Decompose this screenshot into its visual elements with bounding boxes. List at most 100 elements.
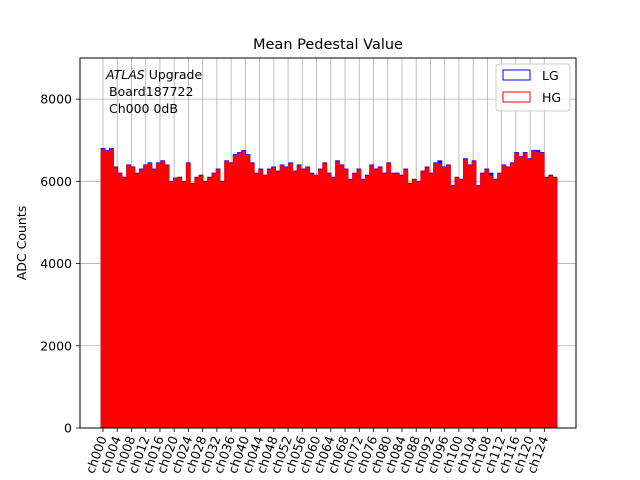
bar-hg: [347, 179, 353, 429]
bar-hg: [450, 185, 456, 429]
bar-hg: [497, 173, 502, 429]
bar-hg: [514, 152, 519, 429]
legend-label-hg: HG: [542, 90, 561, 105]
bar-hg: [386, 163, 392, 429]
bar-hg: [501, 165, 507, 429]
bar-hg: [420, 171, 426, 429]
bar-hg: [411, 179, 417, 429]
bar-hg: [326, 173, 332, 429]
bar-hg: [139, 169, 144, 429]
bar-hg: [185, 163, 191, 429]
bar-hg: [113, 167, 119, 429]
bar-hg: [531, 150, 537, 429]
bar-hg: [283, 167, 289, 429]
bar-hg: [275, 171, 281, 429]
bar-hg: [394, 173, 400, 429]
bar-hg: [296, 165, 302, 429]
bar-hg: [399, 175, 404, 429]
bar-hg: [164, 165, 170, 429]
bar-hg: [360, 179, 366, 429]
bar-hg: [258, 169, 264, 429]
bar-hg: [126, 165, 131, 429]
bar-hg: [552, 177, 558, 429]
annotation-line-3: Ch000 0dB: [109, 101, 178, 116]
bar-hg: [194, 177, 200, 429]
bar-hg: [518, 157, 524, 429]
bar-hg: [220, 181, 225, 429]
bar-hg: [318, 169, 323, 429]
bar-hg: [335, 161, 340, 429]
y-tick-label: 2000: [40, 338, 72, 353]
bar-hg: [245, 154, 251, 429]
legend-label-lg: LG: [542, 68, 559, 83]
bar-hg: [377, 167, 383, 429]
bar-hg: [509, 163, 515, 429]
bar-hg: [224, 161, 230, 429]
y-tick-label: 0: [64, 421, 72, 436]
bar-hg: [407, 183, 413, 429]
bar-hg: [352, 173, 357, 429]
bar-hg: [548, 175, 554, 429]
bar-hg: [373, 169, 379, 429]
bar-hg: [446, 165, 451, 429]
legend-swatch-lg: [502, 69, 531, 81]
bar-hg: [471, 161, 477, 429]
bar-hg: [339, 165, 345, 429]
bar-hg: [173, 178, 178, 429]
bar-hg: [505, 167, 511, 429]
x-axis-ticks: ch000ch004ch008ch012ch016ch020ch024ch028…: [83, 428, 551, 475]
bar-hg: [433, 163, 438, 429]
bar-hg: [202, 181, 208, 429]
plot-frame: [79, 57, 577, 429]
y-tick-label: 6000: [40, 174, 72, 189]
bar-hg: [365, 175, 370, 429]
chart-title: Mean Pedestal Value: [253, 37, 403, 53]
bar-hg: [454, 177, 460, 429]
bar-hg: [160, 161, 166, 429]
bar-hg: [424, 167, 430, 429]
bar-hg: [301, 169, 306, 429]
bar-hg: [211, 173, 217, 429]
bar-hg: [403, 169, 409, 429]
bar-hg: [463, 159, 468, 429]
bar-hg: [330, 177, 336, 429]
bar-hg: [241, 150, 247, 429]
bar-hg: [522, 152, 528, 429]
bar-hg: [416, 181, 421, 429]
hg-series-bars: [100, 148, 558, 429]
bar-hg: [544, 177, 549, 429]
bar-hg: [382, 173, 387, 429]
bar-hg: [190, 183, 195, 429]
annotation-atlas: ATLAS: [105, 67, 145, 82]
legend: LG HG: [495, 63, 571, 112]
bar-hg: [262, 175, 268, 429]
annotation-line-1: ATLAS Upgrade: [105, 67, 202, 82]
bar-hg: [288, 163, 293, 429]
bar-hg: [527, 159, 532, 429]
annotation-line-2: Board187722: [109, 84, 193, 99]
bar-hg: [535, 152, 541, 429]
bar-hg: [437, 163, 443, 429]
bar-hg: [117, 173, 123, 429]
bar-hg: [475, 185, 481, 429]
bar-hg: [249, 163, 255, 429]
bar-hg: [305, 167, 311, 429]
bar-hg: [143, 165, 149, 429]
bar-hg: [369, 165, 375, 429]
bar-hg: [147, 163, 153, 429]
bar-hg: [228, 163, 234, 429]
bar-hg: [492, 179, 498, 429]
bar-hg: [271, 167, 276, 429]
bar-hg: [100, 148, 106, 429]
annotation-box: ATLAS Upgrade Board187722 Ch000 0dB: [105, 67, 202, 116]
bar-hg: [313, 175, 319, 429]
bar-hg: [467, 165, 473, 429]
bar-hg: [390, 173, 396, 429]
bar-hg: [322, 163, 328, 429]
y-axis-ticks: 0 2000 4000 6000 8000: [40, 92, 80, 436]
bar-hg: [207, 177, 212, 429]
bar-hg: [177, 177, 183, 429]
y-tick-label: 8000: [40, 92, 72, 107]
bar-hg: [441, 167, 447, 429]
bar-hg: [181, 181, 187, 429]
